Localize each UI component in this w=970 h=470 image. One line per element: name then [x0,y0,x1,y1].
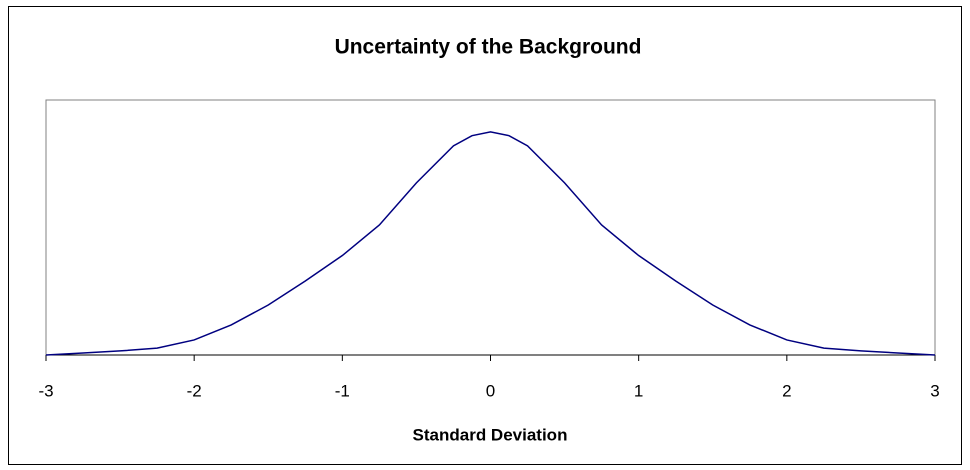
x-axis-label: Standard Deviation [413,425,568,444]
x-tick-label: 3 [930,381,939,400]
x-tick-label: 1 [634,381,643,400]
plot-area [45,99,936,356]
x-tick-label: 2 [782,381,791,400]
line-series [45,131,936,356]
x-tick-label: -3 [38,381,53,400]
x-tick-label: -1 [335,381,350,400]
x-tick-label: -2 [187,381,202,400]
x-tick-label: 0 [486,381,495,400]
chart-title: Uncertainty of the Background [335,36,642,59]
